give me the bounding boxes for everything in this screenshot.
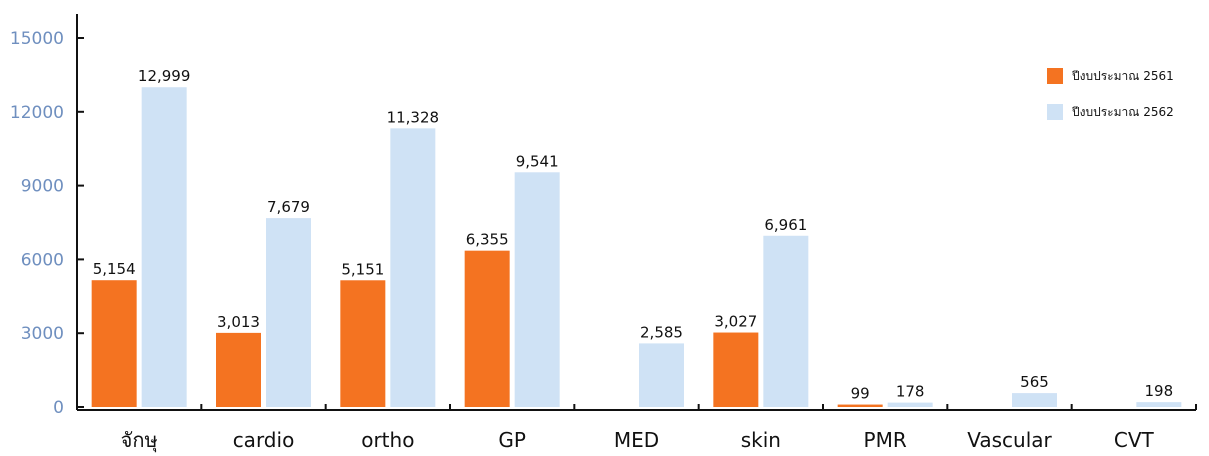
bar-series-1 — [464, 250, 510, 407]
data-label: 198 — [1145, 382, 1174, 400]
bar-series-1 — [713, 332, 759, 407]
y-tick-label: 0 — [53, 398, 64, 418]
y-tick-label: 3000 — [21, 324, 64, 344]
x-tick-label: CVT — [1114, 428, 1155, 452]
x-tick-label: skin — [741, 428, 781, 452]
bar-series-2 — [1012, 393, 1057, 407]
data-label: 99 — [851, 385, 870, 403]
x-tick-label: Vascular — [967, 428, 1052, 452]
x-axis-ticks: จักษุ cardio ortho GP MED skin PMR Vascular CVT — [76, 404, 1197, 453]
legend-label: ปีงบประมาณ 2561 — [1071, 69, 1173, 83]
bars — [91, 87, 1182, 407]
data-label: 5,154 — [93, 260, 136, 278]
bar-series-2 — [390, 128, 436, 407]
x-tick-label: GP — [498, 428, 526, 452]
data-label: 3,027 — [714, 313, 757, 331]
y-tick-label: 9000 — [21, 177, 64, 197]
x-tick-label: ortho — [361, 428, 414, 452]
bar-series-2 — [266, 218, 311, 407]
data-label: 7,679 — [267, 198, 310, 216]
data-label: 178 — [896, 383, 925, 401]
legend-label: ปีงบประมาณ 2562 — [1071, 105, 1173, 119]
legend: ปีงบประมาณ 2561 ปีงบประมาณ 2562 — [1047, 68, 1174, 120]
bar-series-2 — [1136, 402, 1182, 407]
y-tick-label: 15000 — [10, 29, 64, 49]
bar-series-1 — [837, 404, 883, 407]
x-tick-label: MED — [614, 428, 659, 452]
legend-swatch — [1047, 104, 1063, 120]
data-labels: 5,154 3,013 5,151 6,355 3,027 99 12,999 7,679 11… — [93, 67, 1173, 402]
x-tick-label: cardio — [233, 428, 295, 452]
y-tick-label: 12000 — [10, 103, 64, 123]
data-label: 6,355 — [466, 231, 509, 249]
bar-series-1 — [91, 280, 137, 407]
y-tick-label: 6000 — [21, 250, 64, 270]
data-label: 12,999 — [138, 67, 191, 85]
axes — [76, 14, 1196, 411]
legend-swatch — [1047, 68, 1063, 84]
bar-series-2 — [763, 235, 809, 407]
data-label: 6,961 — [764, 216, 807, 234]
bar-series-2 — [887, 402, 933, 407]
data-label: 3,013 — [217, 313, 260, 331]
x-tick-label: PMR — [864, 428, 907, 452]
bar-series-1 — [340, 280, 386, 407]
bar-series-2 — [514, 172, 560, 407]
bar-series-1 — [216, 332, 261, 407]
x-tick-label: จักษุ — [121, 428, 158, 453]
data-label: 11,328 — [387, 108, 440, 126]
data-label: 2,585 — [640, 323, 683, 341]
bar-series-2 — [141, 87, 187, 407]
data-label: 565 — [1020, 373, 1049, 391]
y-axis-ticks: 0 3000 6000 9000 12000 15000 — [10, 29, 84, 418]
data-label: 5,151 — [341, 260, 384, 278]
data-label: 9,541 — [516, 152, 559, 170]
bar-series-2 — [639, 343, 684, 407]
